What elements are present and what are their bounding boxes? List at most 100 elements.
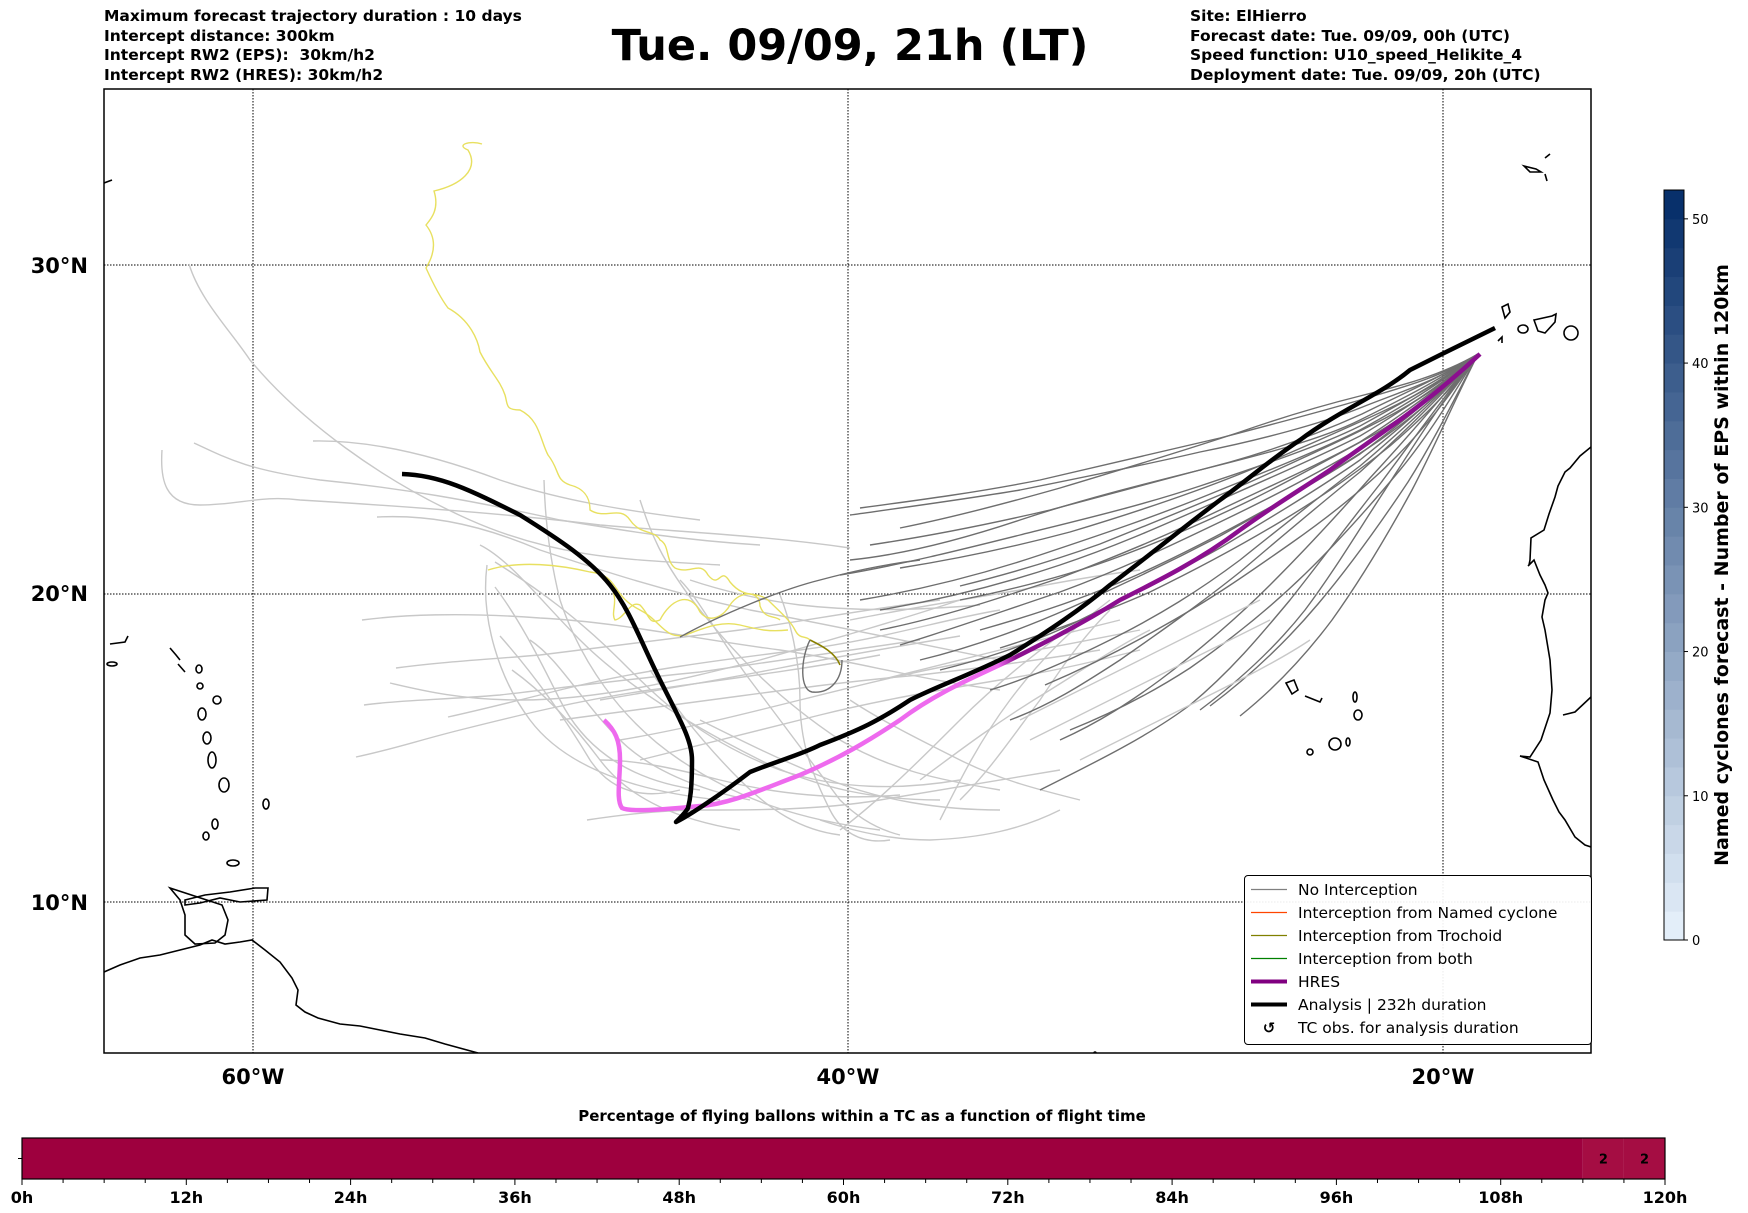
coast-africa <box>1519 446 1591 848</box>
eps-trajectories-mid <box>1019 599 1311 761</box>
speed-function-text: Speed function: U10_speed_Helikite_4 <box>1190 46 1523 64</box>
site-info: Site: ElHierro Forecast date: Tue. 09/09… <box>1190 7 1541 85</box>
colorbar-segment <box>1664 449 1684 479</box>
legend-label: Interception from Trochoid <box>1298 926 1503 945</box>
strip-cell <box>22 1138 1583 1179</box>
colorbar-tick-label: 0 <box>1692 934 1700 949</box>
legend-line-icon <box>1251 888 1287 891</box>
forecast-date-text: Forecast date: Tue. 09/09, 00h (UTC) <box>1190 26 1511 45</box>
colorbar-tick-label: 30 <box>1692 501 1709 516</box>
trochoid-track-north <box>425 141 811 641</box>
colorbar-frame <box>1663 189 1685 941</box>
colorbar-segment <box>1664 680 1684 710</box>
legend-line-icon <box>1251 979 1287 984</box>
legend-line-icon <box>1251 934 1287 937</box>
colorbar-segment <box>1664 190 1684 220</box>
strip-tick-label: 96h <box>1320 1188 1354 1207</box>
colorbar-segment <box>1664 795 1684 826</box>
legend-label: TC obs. for analysis duration <box>1298 1018 1519 1037</box>
no-interception-loop <box>802 639 843 693</box>
colorbar-segment <box>1664 218 1684 249</box>
legend-label: Analysis | 232h duration <box>1298 995 1487 1014</box>
eps-trajectories-far <box>160 263 1151 842</box>
colorbar-segment <box>1664 536 1684 566</box>
trochoid-interception-track <box>809 639 841 666</box>
colorbar-tick-label: 20 <box>1692 646 1709 661</box>
no-interception-track-mid <box>679 559 921 638</box>
colorbar-segment <box>1664 391 1684 422</box>
strip-cell <box>1582 1138 1624 1179</box>
trochoid-track-south <box>487 563 789 637</box>
legend-line-icon <box>1251 1002 1287 1007</box>
legend-line-icon <box>1251 957 1287 960</box>
strip-tick-label: 84h <box>1155 1188 1189 1207</box>
coast-canary-islands <box>1501 302 1511 320</box>
legend-label: No Interception <box>1298 880 1418 899</box>
title-text: Tue. 09/09, 21h (LT) <box>611 21 1089 71</box>
legend-label: HRES <box>1298 972 1341 991</box>
strip-tick-label: 48h <box>662 1188 696 1207</box>
strip-cell-label: 2 <box>1599 1153 1608 1168</box>
coast-south-america <box>104 939 479 1053</box>
colorbar-segment <box>1664 738 1684 768</box>
coast-cape-verde <box>1284 678 1299 696</box>
colorbar-segment <box>1664 766 1684 797</box>
colorbar-label: Named cyclones forecast - Number of EPS … <box>1711 264 1733 866</box>
intercept-eps-text: Intercept RW2 (EPS): 30km/h2 <box>104 46 375 64</box>
colorbar-segment <box>1664 507 1684 537</box>
strip-tick-label: 120h <box>1643 1188 1688 1207</box>
colorbar-segment <box>1664 334 1684 364</box>
colorbar-segment <box>1664 420 1684 451</box>
strip-tick-label: 0h <box>11 1188 34 1207</box>
colorbar-segment <box>1664 651 1684 681</box>
eps-trajectories-near <box>839 353 1479 791</box>
colorbar-segment <box>1664 478 1684 508</box>
coast-trinidad <box>184 887 269 906</box>
strip-tick-label: 108h <box>1478 1188 1523 1207</box>
coast-madeira <box>1521 164 1544 173</box>
colorbar-tick-label: 50 <box>1692 213 1709 228</box>
legend-label: Interception from both <box>1298 949 1473 968</box>
strip-tick-label: 12h <box>169 1188 203 1207</box>
page-title: Tue. 09/09, 21h (LT) <box>0 20 1700 72</box>
legend-line-icon <box>1251 911 1287 914</box>
colorbar-tick-label: 40 <box>1692 357 1709 372</box>
trochoid-tracks <box>425 141 811 641</box>
strip-cell-label: 2 <box>1640 1153 1649 1168</box>
colorbar-segment <box>1664 247 1684 278</box>
colorbar-segment <box>1664 276 1684 306</box>
colorbar-segment <box>1664 709 1684 739</box>
colorbar: 0 10 20 30 40 50 <box>1663 189 1709 949</box>
tc-obs-icon: ↺ <box>1262 1018 1276 1037</box>
strip-title: Percentage of flying ballons within a TC… <box>578 1107 1146 1125</box>
colorbar-segment <box>1664 911 1684 941</box>
legend: No Interception Interception from Named … <box>1244 875 1592 1045</box>
colorbar-tick-label: 10 <box>1692 790 1709 805</box>
colorbar-segment <box>1664 565 1684 595</box>
lon-label-40w: 40°W <box>817 1065 880 1089</box>
coast-venezuela-delta <box>167 886 229 945</box>
lat-label-10n: 10°N <box>31 891 88 915</box>
colorbar-segment <box>1664 363 1684 393</box>
intercept-hres-text: Intercept RW2 (HRES): 30km/h2 <box>104 65 384 84</box>
analysis-trajectory <box>401 325 1496 825</box>
colorbar-segment <box>1664 622 1684 653</box>
hres-trajectory <box>602 352 1482 813</box>
site-text: Site: ElHierro <box>1190 7 1307 25</box>
lat-label-20n: 20°N <box>31 582 88 606</box>
colorbar-segment <box>1664 824 1684 854</box>
max-duration-text: Maximum forecast trajectory duration : 1… <box>104 7 522 25</box>
coastlines <box>104 153 1591 1053</box>
lat-label-30n: 30°N <box>31 254 88 278</box>
colorbar-segment <box>1664 305 1684 335</box>
lon-label-20w: 20°W <box>1412 1065 1475 1089</box>
strip-tick-label: 36h <box>498 1188 532 1207</box>
strip-tick-label: 72h <box>991 1188 1025 1207</box>
tc-percentage-strip: 2 2 0h 12h 24h 36h 48h 60h 72h 84h 96h 108h 120h <box>11 1137 1688 1207</box>
map-frame <box>103 88 1592 1054</box>
legend-label: Interception from Named cyclone <box>1298 903 1558 922</box>
colorbar-segment <box>1664 853 1684 883</box>
colorbar-segment <box>1664 882 1684 912</box>
colorbar-segment <box>1664 593 1684 624</box>
